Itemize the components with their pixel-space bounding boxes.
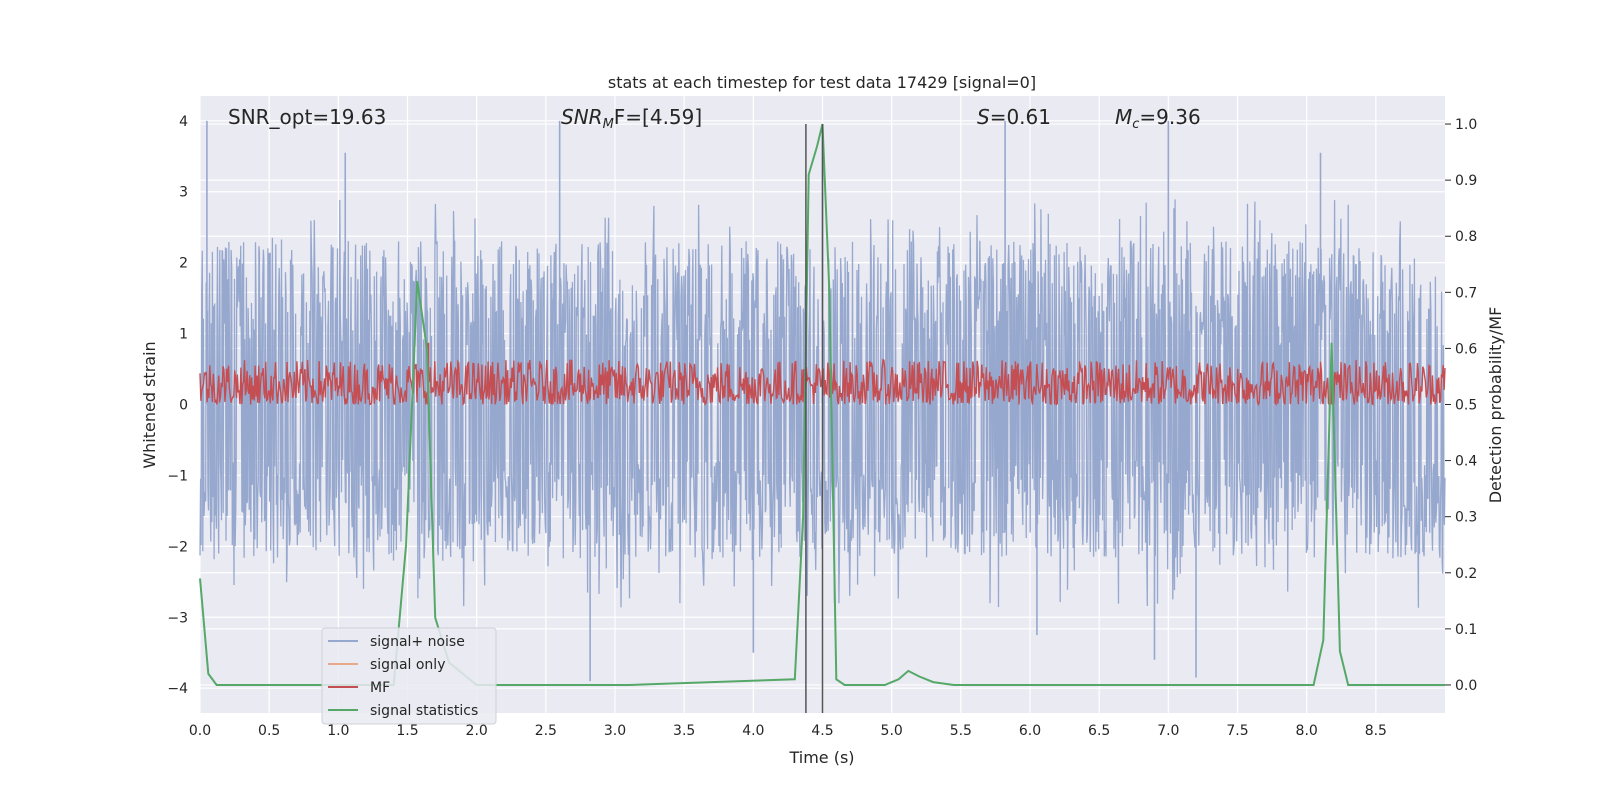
y-tick-label-left: 2 [179, 256, 188, 272]
x-tick-label: 3.5 [673, 723, 695, 739]
x-tick-label: 7.5 [1226, 723, 1248, 739]
chart-title: stats at each timestep for test data 174… [608, 73, 1036, 92]
x-tick-label: 8.0 [1296, 723, 1318, 739]
x-tick-label: 0.5 [258, 723, 280, 739]
annotation-snr-mf-snr: SNR [561, 105, 603, 129]
y-tick-label-left: 4 [179, 114, 188, 130]
x-tick-label: 4.5 [811, 723, 833, 739]
y-tick-label-left: −1 [167, 468, 188, 484]
y-tick-label-right: 0.3 [1455, 510, 1477, 526]
y-tick-label-left: −2 [167, 539, 188, 555]
y-tick-label-left: 0 [179, 398, 188, 414]
y-tick-label-right: 0.7 [1455, 285, 1477, 301]
x-tick-label: 5.5 [950, 723, 972, 739]
x-tick-label: 0.0 [189, 723, 211, 739]
x-tick-label: 1.0 [327, 723, 349, 739]
y-tick-label-right: 0.0 [1455, 678, 1477, 694]
annotation-s-value: =0.61 [990, 105, 1051, 129]
y-tick-label-left: −3 [167, 610, 188, 626]
vertical-lines [805, 124, 824, 713]
x-tick-label: 1.5 [396, 723, 418, 739]
x-tick-label: 2.0 [466, 723, 488, 739]
series-signal-statistics [199, 123, 1445, 686]
annotation-mc-value: =9.36 [1139, 105, 1200, 129]
legend-label-signal-statistics: signal statistics [370, 703, 478, 719]
legend-label-mf: MF [370, 680, 390, 696]
annotation-mc-m: M [1115, 105, 1132, 129]
x-tick-label: 4.0 [742, 723, 764, 739]
x-tick-label: 2.5 [535, 723, 557, 739]
x-axis-label: Time (s) [788, 748, 854, 767]
annotation-snr-mf-value: F=[4.59] [614, 105, 702, 129]
axes: 0.0 0.5 1.0 1.5 2.0 2.5 3.0 3.5 4.0 4.5 5.0 5.5 6.0 6… [167, 114, 1477, 739]
y-tick-label-left: 3 [179, 185, 188, 201]
annotation-s-symbol: S [977, 105, 990, 129]
y-tick-label-right: 0.8 [1455, 229, 1477, 245]
legend: signal+ noise signal only MF signal stat… [321, 627, 497, 725]
annotation-mc: Mc=9.36 [1115, 105, 1201, 132]
x-tick-label: 6.5 [1088, 723, 1110, 739]
y-tick-label-right: 0.5 [1455, 398, 1477, 414]
annotation-snr-mf: SNRMF=[4.59] [561, 105, 702, 132]
y-tick-label-left: 1 [179, 327, 188, 343]
legend-label-signal-noise: signal+ noise [370, 634, 465, 650]
y-tick-label-right: 0.6 [1455, 341, 1477, 357]
x-tick-label: 6.0 [1019, 723, 1041, 739]
y-axis-label-right: Detection probability/MF [1486, 307, 1505, 504]
legend-box [321, 627, 497, 725]
x-tick-label: 8.5 [1365, 723, 1387, 739]
y-axis-label-left: Whitened strain [140, 341, 159, 468]
x-tick-label: 7.0 [1157, 723, 1179, 739]
y-tick-label-right: 0.9 [1455, 173, 1477, 189]
y-tick-label-right: 0.1 [1455, 622, 1477, 638]
x-tick-label: 3.0 [604, 723, 626, 739]
y-tick-label-right: 0.2 [1455, 566, 1477, 582]
y-tick-label-right: 0.4 [1455, 454, 1477, 470]
annotation-s: S=0.61 [977, 105, 1051, 129]
annotation-snr-mf-m: M [603, 117, 614, 132]
annotation-snr-opt: SNR_opt=19.63 [228, 105, 386, 129]
y-tick-label-left: −4 [167, 681, 188, 697]
y-tick-label-right: 1.0 [1455, 117, 1477, 133]
legend-label-signal-only: signal only [370, 657, 445, 673]
x-tick-label: 5.0 [881, 723, 903, 739]
annotation-mc-c: c [1132, 117, 1139, 132]
